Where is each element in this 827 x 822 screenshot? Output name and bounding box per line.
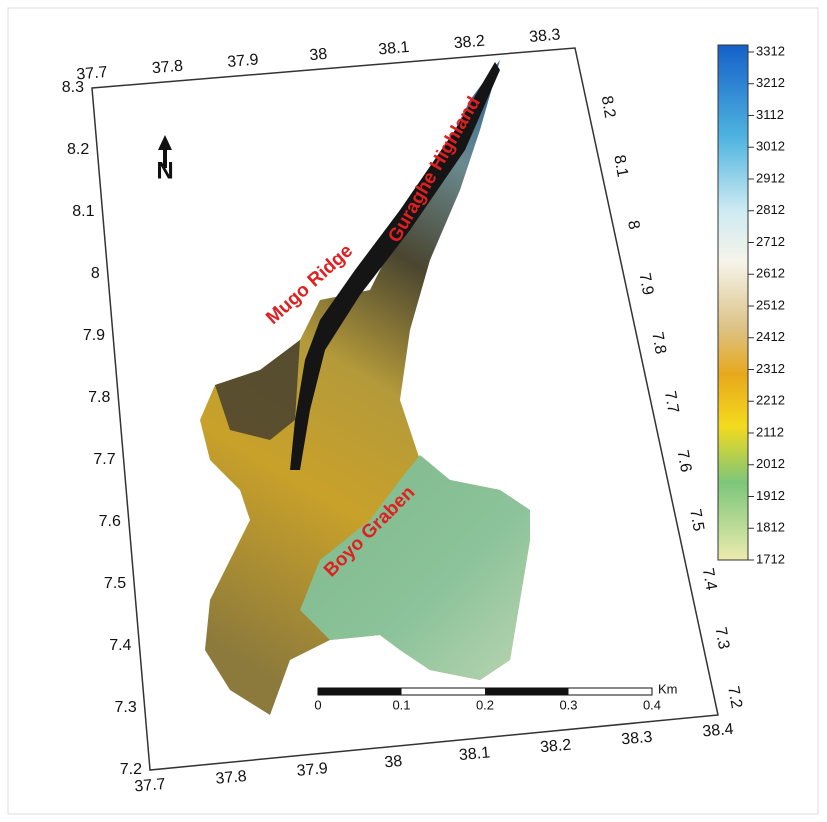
legend-label: 3112 <box>756 107 784 122</box>
legend-label: 2912 <box>756 170 785 185</box>
left-tick-label: 7.8 <box>88 389 110 406</box>
left-tick-label: 7.2 <box>120 761 142 778</box>
left-tick-label: 7.5 <box>104 575 126 592</box>
scale-label: 0.3 <box>559 697 577 712</box>
legend-label: 1812 <box>756 520 785 535</box>
color-bar <box>718 45 748 560</box>
scale-bar-segment <box>318 688 402 695</box>
legend-label: 2712 <box>756 234 785 249</box>
north-label: N <box>156 157 173 184</box>
top-tick-label: 37.9 <box>227 51 260 71</box>
legend-label: 1912 <box>756 488 785 503</box>
left-tick-label: 7.4 <box>109 637 131 654</box>
legend-label: 2412 <box>756 329 785 344</box>
bottom-tick-label: 38 <box>384 753 403 772</box>
legend-label: 2012 <box>756 456 785 471</box>
top-tick-label: 37.8 <box>151 58 184 78</box>
left-tick-label: 7.9 <box>83 327 105 344</box>
left-tick-label: 8.1 <box>72 203 94 220</box>
legend-label: 2612 <box>756 266 785 281</box>
bottom-tick-label: 38.1 <box>458 744 491 764</box>
scale-label: 0.1 <box>392 697 410 712</box>
legend-label: 2112 <box>756 424 784 439</box>
left-tick-label: 7.7 <box>93 451 115 468</box>
left-tick-label: 7.6 <box>99 513 121 530</box>
left-tick-label: 8.2 <box>67 141 89 158</box>
top-tick-label: 38 <box>309 46 328 65</box>
bottom-tick-label: 37.8 <box>215 768 248 788</box>
legend-label: 3212 <box>756 75 785 90</box>
map-figure: N Mugo Ridge Guraghe Highland Boyo Grabe… <box>0 0 827 822</box>
legend-label: 2212 <box>756 393 785 408</box>
legend-label: 3312 <box>756 43 785 58</box>
scale-bar-segment <box>485 688 569 695</box>
scale-unit: Km <box>658 681 678 696</box>
left-tick-label: 8 <box>91 265 100 282</box>
left-tick-label: 7.3 <box>114 699 136 716</box>
scale-label: 0.2 <box>476 697 494 712</box>
bottom-tick-label: 38.4 <box>702 721 735 741</box>
legend-label: 2312 <box>756 361 785 376</box>
legend-label: 3012 <box>756 139 785 154</box>
legend-label: 2812 <box>756 202 785 217</box>
top-tick-label: 38.1 <box>378 39 411 59</box>
bottom-tick-label: 37.9 <box>296 760 329 780</box>
left-tick-label: 8.3 <box>62 79 84 96</box>
bottom-tick-label: 37.7 <box>134 776 167 796</box>
scale-label: 0 <box>314 697 321 712</box>
legend-label: 1712 <box>756 551 785 566</box>
legend-label: 2512 <box>756 297 785 312</box>
top-tick-label: 38.2 <box>453 33 486 53</box>
bottom-tick-label: 38.2 <box>539 737 572 757</box>
bottom-tick-label: 38.3 <box>621 729 654 749</box>
scale-label: 0.4 <box>643 697 661 712</box>
top-tick-label: 38.3 <box>529 26 562 46</box>
